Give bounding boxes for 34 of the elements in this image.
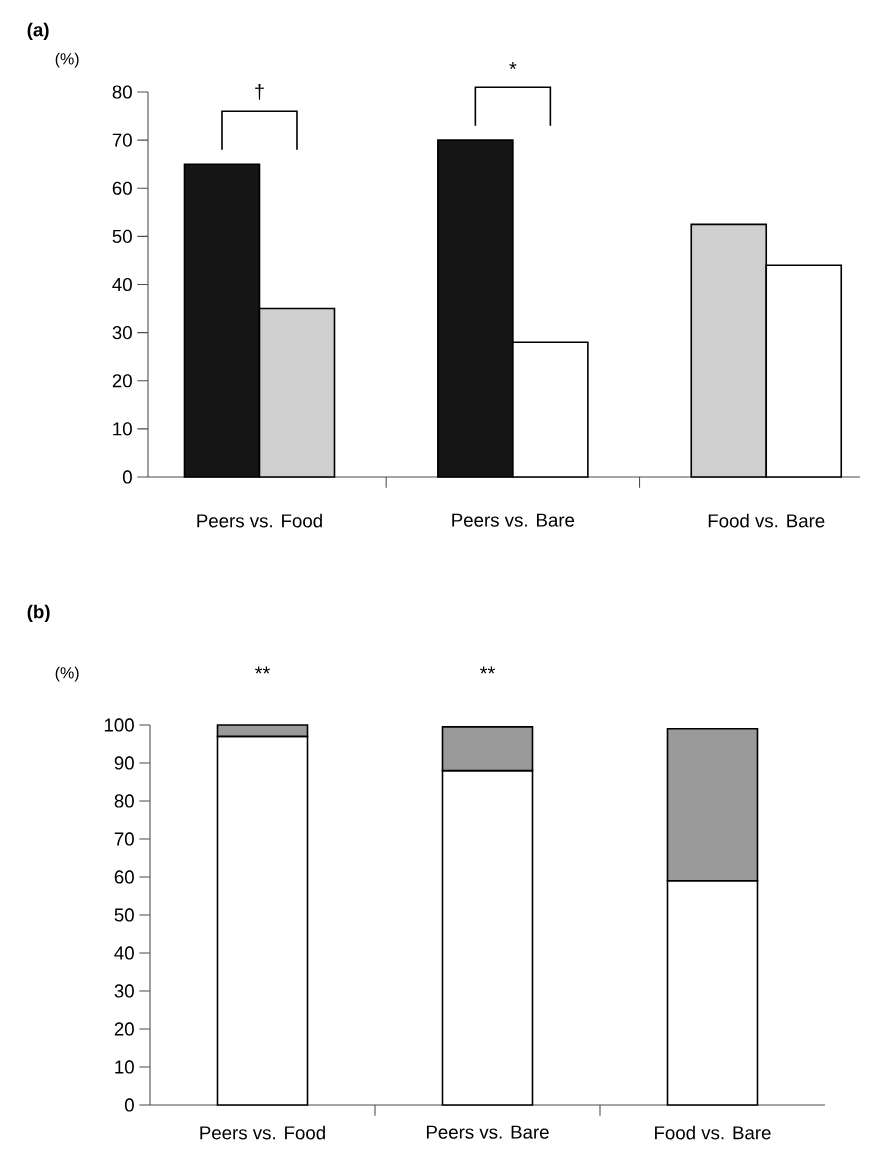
y-axis-title: (%) [55, 52, 79, 68]
y-tick-label: 30 [114, 984, 134, 998]
y-tick-label: 40 [114, 946, 134, 960]
x-tick-label: Food vs. Bare [655, 1125, 771, 1140]
y-tick-label: 80 [112, 85, 132, 99]
y-tick-label: 80 [114, 794, 134, 808]
x-tick-label: Peers vs. Bare [426, 1125, 549, 1139]
chart-title: (b) [27, 604, 50, 623]
annotation: † [255, 84, 264, 100]
y-tick-label: 10 [115, 1060, 134, 1074]
x-tick-label: Food vs. Bare [708, 513, 825, 528]
y-tick-label: 10 [113, 422, 132, 436]
y-tick-label: 40 [112, 277, 132, 292]
text: * [509, 62, 517, 70]
y-tick-label: 30 [112, 326, 132, 340]
x-tick-label: Peers vs. Food [200, 1125, 325, 1140]
y-tick-label: 70 [112, 133, 132, 147]
y-tick-label: 0 [124, 1098, 134, 1112]
y-tick-label: 60 [114, 870, 134, 884]
y-tick-label: 90 [114, 756, 134, 770]
y-tick-label: 0 [122, 470, 132, 484]
y-tick-label: 20 [114, 1022, 134, 1036]
x-tick-label: Peers vs. Bare [452, 513, 575, 527]
x-tick-label: Peers vs. Food [197, 513, 322, 528]
y-tick-label: 50 [112, 229, 132, 243]
chart-title: (a) [27, 22, 49, 41]
y-tick-label: 70 [114, 832, 134, 846]
y-tick-label: 50 [114, 908, 134, 922]
text: ** [255, 666, 270, 674]
y-tick-label: 20 [112, 374, 132, 388]
y-tick-label: 100 [104, 718, 134, 732]
text: ** [480, 666, 495, 674]
y-tick-label: 60 [112, 181, 132, 195]
y-axis-title: (%) [55, 666, 79, 682]
